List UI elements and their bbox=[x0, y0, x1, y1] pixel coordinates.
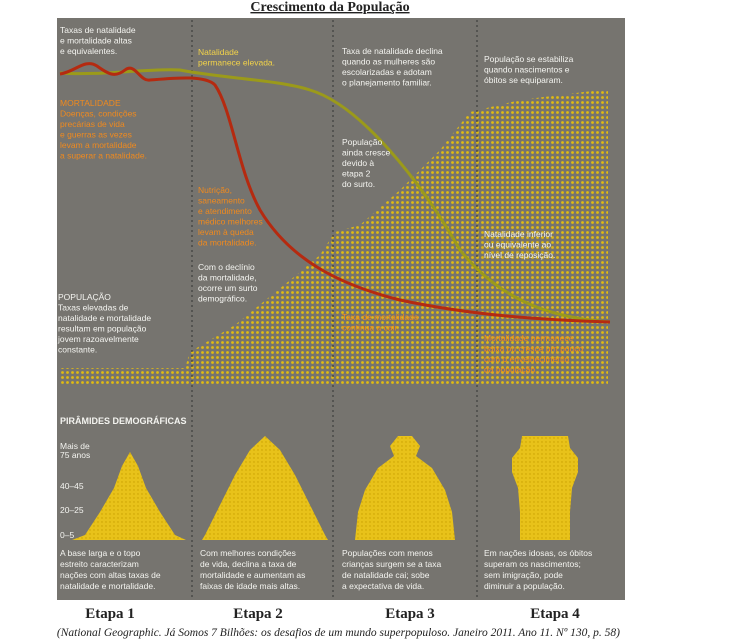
stage-description: sem imigração, pode bbox=[484, 570, 563, 580]
annotation: saneamento bbox=[198, 196, 245, 206]
annotation: da mortalidade. bbox=[198, 238, 257, 248]
annotation: Nutrição, bbox=[198, 185, 232, 195]
annotation: precárias de vida bbox=[60, 119, 125, 129]
dividers bbox=[191, 20, 478, 600]
age-label: 40–45 bbox=[60, 481, 84, 491]
annotation: natalidade e mortalidade bbox=[58, 313, 151, 323]
annotation: constante. bbox=[58, 345, 97, 355]
stage-description: diminuir a população. bbox=[484, 581, 565, 591]
annotation: Taxa de mortalidade bbox=[342, 312, 419, 322]
stage-label: Etapa 3 bbox=[385, 606, 435, 622]
mortality-curve bbox=[59, 62, 611, 324]
annotation: POPULAÇÃO bbox=[58, 292, 111, 302]
annotation: resultam em população bbox=[58, 324, 147, 334]
stage-description: A base larga e o topo bbox=[60, 548, 141, 558]
annotation: ocorre um surto bbox=[198, 283, 258, 293]
annotation: Natalidade inferior bbox=[484, 229, 553, 239]
stage-description: faixas de idade mais altas. bbox=[200, 581, 300, 591]
annotation: do surto. bbox=[342, 179, 375, 189]
annotation: etapa 2 bbox=[342, 169, 371, 179]
annotation: jovem razoavelmente bbox=[57, 334, 139, 344]
natality-curve bbox=[59, 68, 611, 324]
annotation: com o envelhecimento bbox=[484, 354, 569, 364]
annotation: levam à queda bbox=[198, 227, 254, 237]
stage-description: a expectativa de vida. bbox=[342, 581, 424, 591]
stage-description: estreito caracterizam bbox=[60, 559, 139, 569]
annotation: População se estabiliza bbox=[484, 54, 574, 64]
annotation: quando nascimentos e bbox=[484, 65, 570, 75]
annotation: continua a cair. bbox=[342, 323, 399, 333]
stage-description: de natalidade cai; sobe bbox=[342, 570, 430, 580]
annotation: e equivalentes. bbox=[60, 46, 117, 56]
annotation: permanece elevada. bbox=[198, 58, 275, 68]
annotation: baixa ou cresce um pouco bbox=[484, 344, 583, 354]
annotation: e guerras as vezes bbox=[60, 130, 132, 140]
annotation: Mortalidade permanece bbox=[484, 333, 574, 343]
annotation: ou equivalente ao bbox=[484, 240, 551, 250]
stage-description: nações com altas taxas de bbox=[60, 570, 161, 580]
stage-description: Com melhores condições bbox=[200, 548, 296, 558]
annotation: Doenças, condições bbox=[60, 109, 137, 119]
stage-description: crianças surgem se a taxa bbox=[342, 559, 441, 569]
annotation: Taxas elevadas de bbox=[58, 303, 129, 313]
annotation: e mortalidade altas bbox=[60, 36, 132, 46]
stage-description: natalidade e mortalidade. bbox=[60, 581, 155, 591]
annotation: médico melhores bbox=[198, 217, 263, 227]
annotation: quando as mulheres são bbox=[342, 57, 435, 67]
pyramids bbox=[72, 436, 578, 540]
annotation: Com o declínio bbox=[198, 262, 255, 272]
age-label: 20–25 bbox=[60, 505, 84, 515]
annotation: demográfico. bbox=[198, 294, 247, 304]
stage-label: Etapa 2 bbox=[233, 606, 283, 622]
stage-description: superam os nascimentos; bbox=[484, 559, 581, 569]
annotation: o planejamento familiar. bbox=[342, 78, 432, 88]
annotation: levam a mortalidade bbox=[60, 140, 137, 150]
age-label: 0–5 bbox=[60, 530, 74, 540]
stage-description: Populações com menos bbox=[342, 548, 433, 558]
annotation: devido à bbox=[342, 158, 374, 168]
annotation: nível de reposição. bbox=[484, 250, 555, 260]
stage-label: Etapa 1 bbox=[85, 606, 135, 622]
annotation: óbitos se equiparam. bbox=[484, 75, 563, 85]
stage-description: Em nações idosas, os óbitos bbox=[484, 548, 592, 558]
annotation: escolarizadas e adotam bbox=[342, 67, 432, 77]
annotation: a superar a natalidade. bbox=[60, 151, 147, 161]
annotation: e atendimento bbox=[198, 206, 252, 216]
annotation: Taxas de natalidade bbox=[60, 25, 136, 35]
age-label: Mais de bbox=[60, 441, 90, 451]
annotation: ainda cresce bbox=[342, 148, 390, 158]
age-label: 75 anos bbox=[60, 450, 90, 460]
annotation: Taxa de natalidade declina bbox=[342, 46, 443, 56]
annotation: MORTALIDADE bbox=[60, 98, 121, 108]
stage-description: mortalidade e aumentam as bbox=[200, 570, 305, 580]
annotation: da mortalidade, bbox=[198, 273, 257, 283]
stage-label: Etapa 4 bbox=[530, 606, 580, 622]
pyramids-title: PIRÂMIDES DEMOGRÁFICAS bbox=[60, 415, 187, 426]
title: Crescimento da População bbox=[250, 0, 409, 15]
stage-description: de vida, declina a taxa de bbox=[200, 559, 297, 569]
annotation: População bbox=[342, 137, 382, 147]
annotation: da população. bbox=[484, 365, 537, 375]
caption: (National Geographic. Já Somos 7 Bilhões… bbox=[57, 627, 620, 639]
annotation: Natalidade bbox=[198, 47, 239, 57]
